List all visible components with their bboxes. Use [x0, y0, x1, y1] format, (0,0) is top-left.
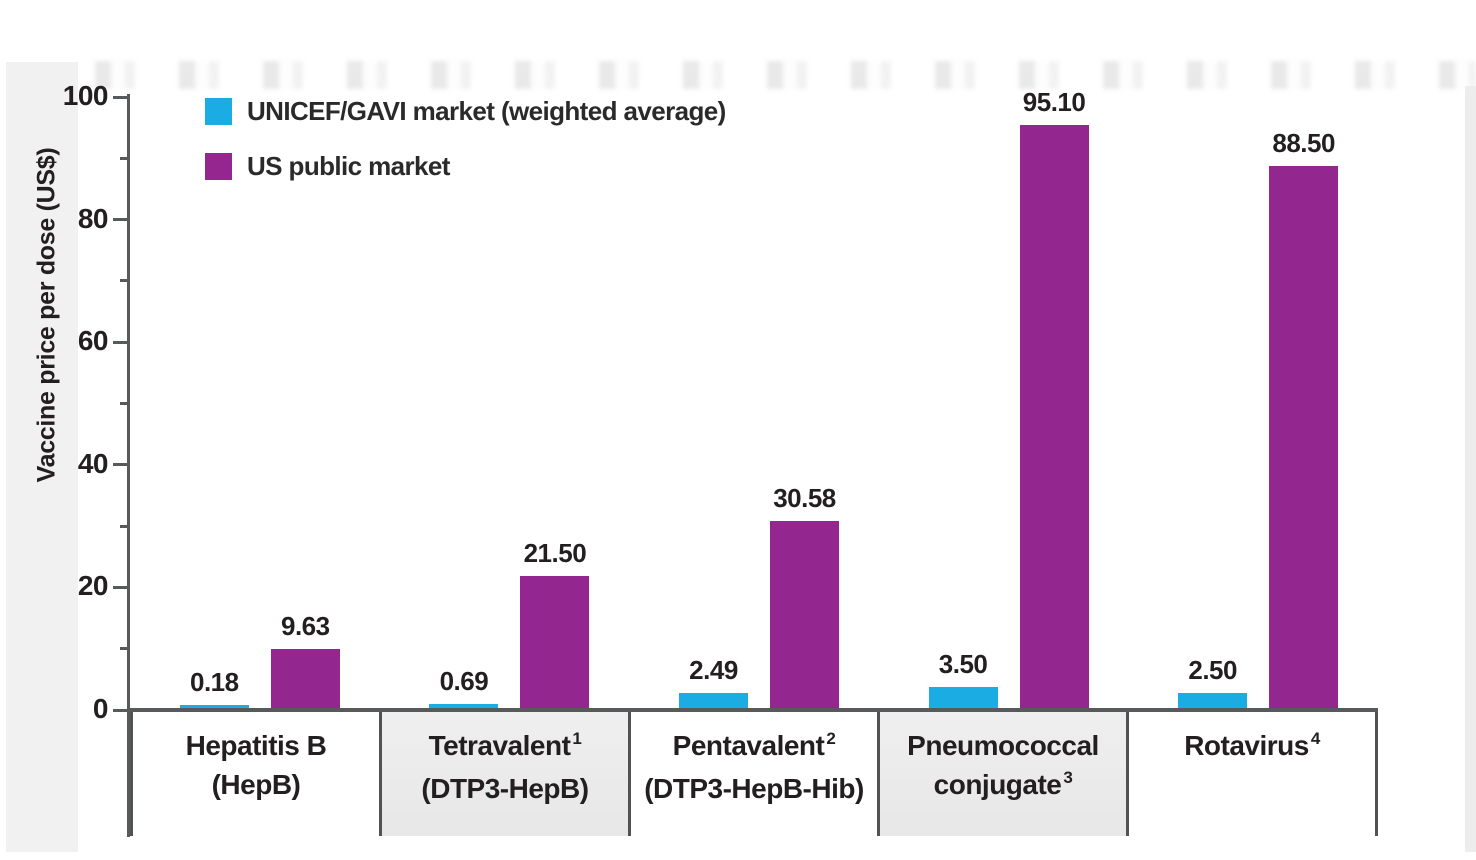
y-axis-minor-tick — [120, 156, 127, 160]
category-subname: (DTP3-HepB-Hib) — [644, 773, 864, 804]
unicef-gavi-bar-tetravalent: 0.69 — [429, 666, 499, 708]
category-rotavirus: Rotavirus 4 — [1126, 712, 1378, 836]
y-axis-minor-tick — [120, 279, 127, 283]
bar-group-pneumococcal: 3.50 95.10 — [879, 87, 1129, 708]
bar-group-pentavalent: 2.49 30.58 — [629, 97, 879, 708]
us-public-bar-rotavirus: 88.50 — [1269, 128, 1339, 708]
category-name: Rotavirus 4 — [1184, 729, 1320, 761]
category-subname: (DTP3-HepB) — [421, 773, 589, 804]
y-axis-tick-label: 20 — [77, 570, 109, 602]
legend-label-us-public-market: US public market — [247, 150, 450, 181]
bar-value-label: 2.50 — [1188, 654, 1237, 685]
y-axis-line — [127, 94, 130, 837]
bar-pair: 0.69 21.50 — [429, 538, 590, 708]
footnote-superscript: 4 — [1310, 729, 1320, 748]
category-subname: conjugate 3 — [933, 768, 1073, 800]
footnote-superscript: 1 — [572, 729, 582, 748]
bar-value-label: 88.50 — [1272, 127, 1335, 158]
y-axis-minor-tick — [120, 647, 127, 651]
cropped-text-artifact-band — [95, 61, 1476, 89]
us-public-bar-hepatitis-b: 9.63 — [270, 611, 340, 708]
unicef-gavi-bar-rotavirus: 2.50 — [1178, 655, 1248, 708]
bar-value-label: 9.63 — [280, 610, 330, 641]
bar-groups: 0.18 9.63 0.69 21.50 2.49 30.58 3.50 95.10 2.50 8… — [130, 87, 1378, 708]
category-name: Pneumococcal — [907, 730, 1099, 761]
bar-pair: 0.18 9.63 — [179, 611, 340, 708]
y-axis-major-tick — [113, 463, 127, 467]
legend-label-unicef-gavi-market: UNICEF/GAVI market (weighted average) — [247, 95, 726, 126]
bar-value-label: 2.49 — [689, 654, 738, 685]
left-margin-strip — [6, 62, 78, 852]
y-axis-tick-label: 100 — [62, 80, 109, 111]
bar-value-label: 3.50 — [938, 648, 988, 679]
bar-value-label: 21.50 — [523, 538, 587, 569]
unicef-gavi-bar-pneumococcal: 3.50 — [928, 649, 998, 708]
us-public-bar-tetravalent: 21.50 — [520, 538, 590, 708]
right-margin-strip — [1465, 86, 1476, 852]
bar-pair: 3.50 95.10 — [928, 87, 1089, 708]
unicef-gavi-bar-hepatitis-b: 0.18 — [179, 667, 249, 708]
legend-item-unicef-gavi-market: UNICEF/GAVI market (weighted average) — [205, 96, 726, 126]
us-public-bar-pentavalent: 30.58 — [769, 483, 839, 708]
legend-item-us-public-market: US public market — [205, 151, 726, 181]
category-name: Hepatitis B — [185, 730, 327, 761]
bar-value-label: 0.18 — [189, 666, 239, 697]
bar-pair: 2.50 88.50 — [1178, 128, 1339, 708]
category-pentavalent: Pentavalent 2 (DTP3-HepB-Hib) — [628, 712, 877, 836]
bar-pair: 2.49 30.58 — [678, 483, 839, 708]
y-axis-title: Vaccine price per dose (US$) — [32, 147, 61, 483]
x-axis-line — [127, 708, 1378, 712]
bar-value-label: 30.58 — [773, 482, 836, 513]
y-axis-major-tick — [113, 95, 127, 99]
footnote-superscript: 2 — [826, 729, 836, 748]
bar-group-rotavirus: 2.50 88.50 — [1128, 97, 1378, 708]
bar-value-label: 0.69 — [439, 665, 489, 696]
y-axis-tick-label: 0 — [92, 693, 109, 724]
category-tetravalent: Tetravalent 1 (DTP3-HepB) — [379, 712, 628, 836]
category-hepatitis-b: Hepatitis B (HepB) — [130, 712, 379, 836]
y-axis-major-tick — [113, 218, 127, 222]
legend: UNICEF/GAVI market (weighted average) US… — [205, 96, 726, 206]
y-axis-tick-label: 40 — [77, 447, 109, 479]
legend-swatch-unicef-gavi-market — [205, 97, 232, 125]
category-axis-band: Hepatitis B (HepB) Tetravalent 1 (DTP3-HepB)… — [130, 712, 1378, 836]
y-axis-tick-label: 80 — [77, 202, 109, 234]
category-subname: (HepB) — [211, 769, 301, 800]
y-axis-tick-label: 60 — [77, 325, 109, 357]
bar-group-hepatitis-b: 0.18 9.63 — [130, 97, 380, 708]
legend-swatch-us-public-market — [205, 152, 232, 180]
footnote-superscript: 3 — [1063, 768, 1073, 787]
category-pneumococcal: Pneumococcal conjugate 3 — [877, 712, 1126, 836]
unicef-gavi-bar-pentavalent: 2.49 — [678, 655, 748, 708]
y-axis-minor-tick — [120, 524, 127, 528]
bar-value-label: 95.10 — [1022, 87, 1086, 118]
y-axis-major-tick — [113, 585, 127, 589]
category-name: Tetravalent 1 — [428, 729, 582, 761]
y-axis-major-tick — [113, 340, 127, 344]
plot-area: 0 20 40 60 80 100 0.18 9.63 0.69 21.50 2.49 30.58 3… — [63, 80, 1378, 837]
y-axis-minor-tick — [120, 402, 127, 405]
us-public-bar-pneumococcal: 95.10 — [1019, 87, 1089, 708]
category-name: Pentavalent 2 — [672, 729, 836, 761]
y-axis-major-tick — [113, 708, 127, 712]
bar-group-tetravalent: 0.69 21.50 — [380, 97, 630, 708]
